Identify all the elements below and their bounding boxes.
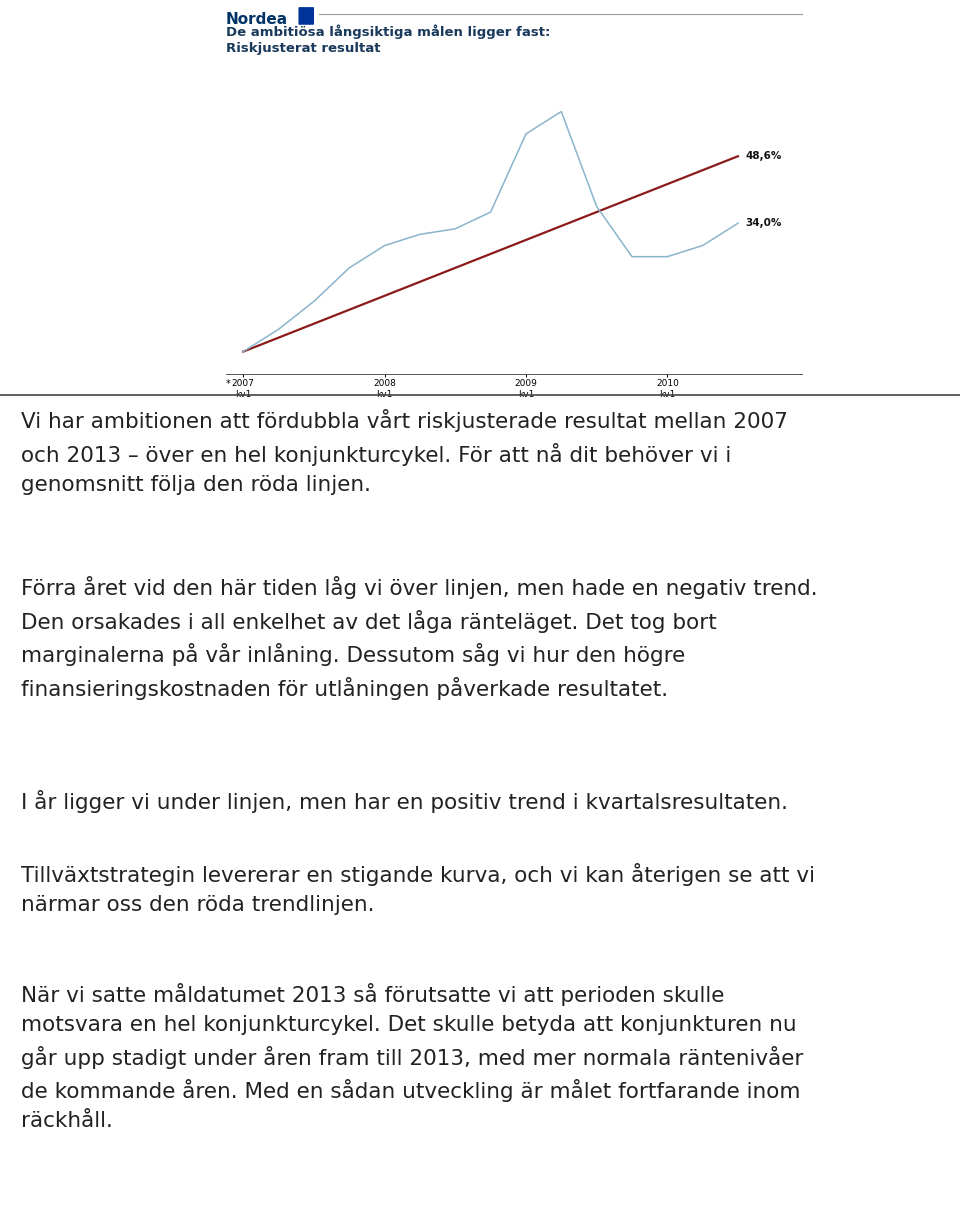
Text: I år ligger vi under linjen, men har en positiv trend i kvartalsresultaten.: I år ligger vi under linjen, men har en … — [21, 790, 788, 813]
Text: Nordea: Nordea — [226, 12, 288, 27]
Text: *: * — [226, 379, 230, 389]
Text: 34,0%: 34,0% — [745, 218, 781, 228]
Text: Vi har ambitionen att fördubbla vårt riskjusterade resultat mellan 2007
och 2013: Vi har ambitionen att fördubbla vårt ris… — [21, 409, 788, 495]
Text: De ambitiösa långsiktiga målen ligger fast:: De ambitiösa långsiktiga målen ligger fa… — [226, 25, 550, 39]
Text: Riskjusterat resultat: Riskjusterat resultat — [226, 42, 380, 55]
Text: Tillväxtstrategin levererar en stigande kurva, och vi kan återigen se att vi
när: Tillväxtstrategin levererar en stigande … — [21, 863, 815, 915]
Text: 48,6%: 48,6% — [745, 151, 781, 161]
FancyBboxPatch shape — [299, 7, 314, 25]
Text: När vi satte måldatumet 2013 så förutsatte vi att perioden skulle
motsvara en he: När vi satte måldatumet 2013 så förutsat… — [21, 983, 804, 1130]
Text: Förra året vid den här tiden låg vi över linjen, men hade en negativ trend.
Den : Förra året vid den här tiden låg vi över… — [21, 576, 818, 700]
